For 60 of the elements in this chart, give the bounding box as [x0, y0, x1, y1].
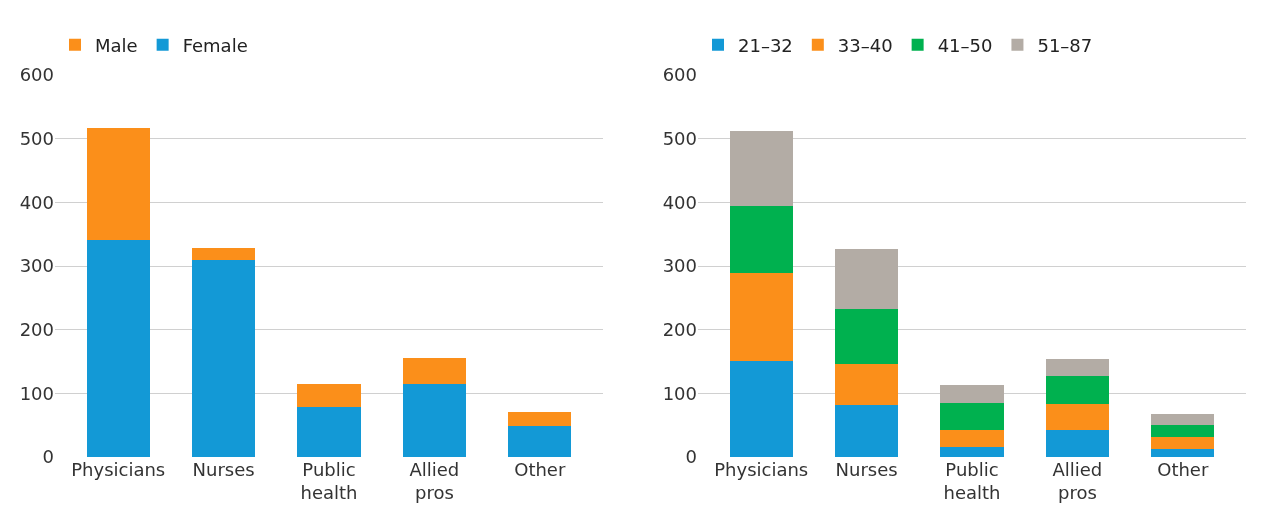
y-tick-label: 400: [662, 191, 697, 213]
y-tick-label: 600: [19, 64, 54, 86]
x-tick-label: Nurses: [835, 459, 898, 480]
x-tick-label: Physicians: [714, 459, 809, 480]
bar: [1045, 429, 1109, 457]
bar: [835, 405, 899, 457]
legend-label: Male: [95, 34, 138, 56]
bar: [297, 406, 361, 457]
y-tick-label: 500: [19, 127, 54, 149]
bar: [940, 385, 1004, 403]
bar: [1045, 358, 1109, 377]
x-tick-label: Allied pros: [1052, 459, 1103, 504]
bar: [729, 205, 793, 273]
y-tick-label: 400: [19, 191, 54, 213]
y-tick-label: 200: [19, 318, 54, 340]
y-tick-label: 300: [19, 255, 54, 277]
bar: [86, 127, 150, 240]
x-tick-label: Allied pros: [409, 459, 460, 504]
legend-label: Female: [182, 34, 248, 56]
bar: [86, 239, 150, 457]
bar: [1151, 436, 1215, 450]
y-tick-label: 200: [662, 318, 697, 340]
legend-label: 33–40: [837, 34, 893, 56]
bar: [192, 248, 256, 260]
bar: [940, 402, 1004, 430]
legend-label: 51–87: [1037, 34, 1093, 56]
bar: [729, 360, 793, 457]
bar: [402, 383, 466, 457]
bar: [192, 259, 256, 457]
bar: [729, 131, 793, 206]
bar: [1151, 413, 1215, 426]
bar: [940, 429, 1004, 448]
y-tick-label: 600: [662, 64, 697, 86]
y-tick-label: 100: [662, 382, 697, 404]
y-tick-label: 300: [662, 255, 697, 277]
bar: [835, 364, 899, 406]
y-tick-label: 100: [19, 382, 54, 404]
y-tick-label: 500: [662, 127, 697, 149]
y-tick-label: 0: [42, 446, 54, 468]
bar: [297, 383, 361, 407]
bar: [508, 412, 572, 427]
x-tick-label: Nurses: [192, 459, 255, 480]
x-tick-label: Other: [1157, 459, 1209, 480]
bar: [835, 309, 899, 365]
bar: [1151, 449, 1215, 457]
bar: [940, 447, 1004, 457]
bar: [1151, 425, 1215, 437]
legend-label: 41–50: [937, 34, 993, 56]
bar: [508, 426, 572, 457]
bar: [1045, 376, 1109, 404]
y-tick-label: 0: [685, 446, 697, 468]
bar: [402, 357, 466, 384]
legend-label: 21–32: [738, 34, 793, 56]
bar: [1045, 403, 1109, 430]
x-tick-label: Public health: [943, 459, 1001, 504]
x-tick-label: Physicians: [71, 459, 166, 480]
bar: [835, 248, 899, 310]
x-tick-label: Other: [514, 459, 566, 480]
x-tick-label: Public health: [300, 459, 358, 504]
bar: [729, 273, 793, 361]
